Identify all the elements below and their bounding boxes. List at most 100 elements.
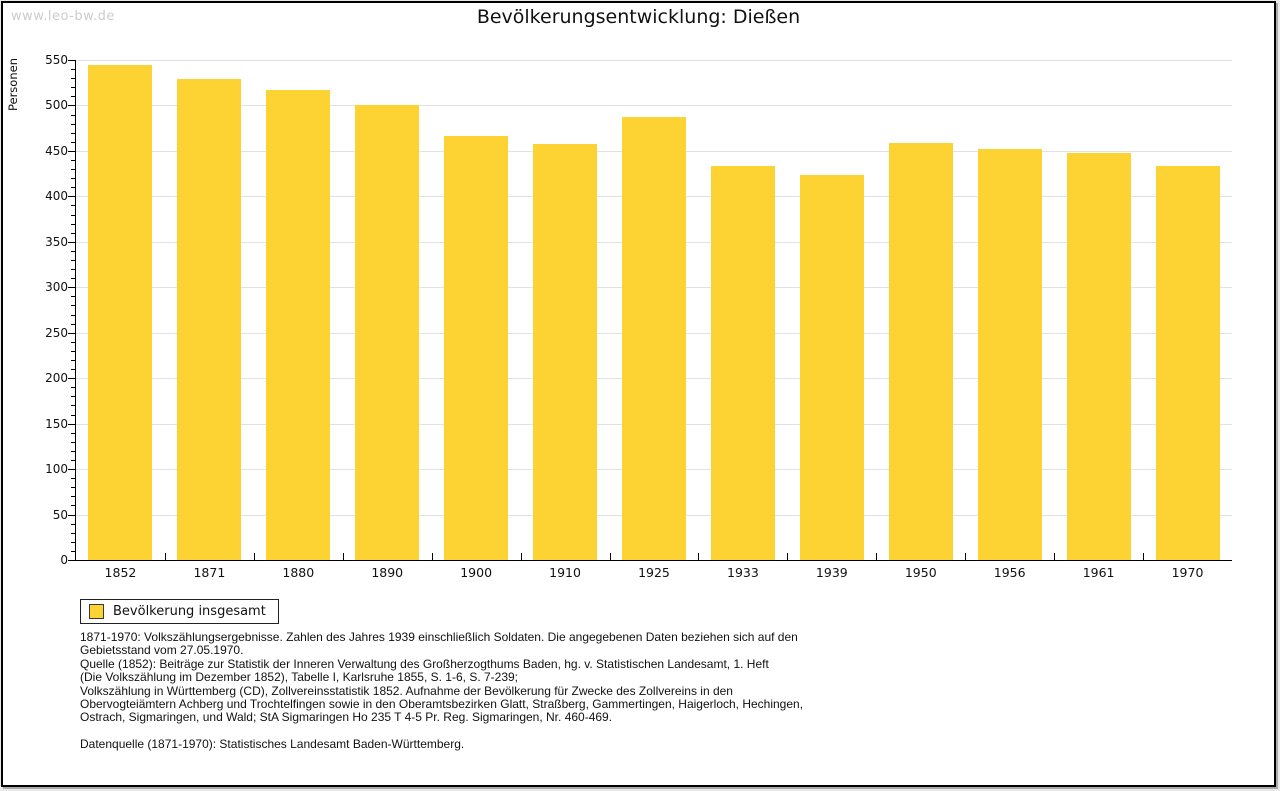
y-major-tick — [68, 150, 75, 152]
y-minor-tick — [71, 96, 75, 98]
x-boundary-tick — [876, 553, 878, 560]
y-minor-tick — [71, 323, 75, 325]
y-major-tick — [68, 423, 75, 425]
y-major-tick — [68, 105, 75, 107]
y-tick-label: 550 — [45, 53, 68, 67]
y-minor-tick — [71, 532, 75, 534]
footer-source-line: Datenquelle (1871-1970): Statistisches L… — [80, 736, 465, 751]
y-minor-tick — [71, 160, 75, 161]
plot-area: 0 50 100 150 200 250 300 350 400 450 500 550 1852 187… — [45, 53, 1232, 580]
y-minor-tick — [71, 350, 75, 352]
x-tick-label: 1890 — [371, 565, 404, 580]
y-minor-tick — [71, 441, 75, 443]
legend-swatch-icon — [89, 604, 104, 619]
x-boundary-tick — [253, 553, 255, 560]
y-minor-tick — [71, 278, 75, 280]
y-minor-tick — [71, 460, 75, 461]
y-major-tick — [68, 332, 75, 334]
y-minor-tick — [71, 414, 75, 416]
bar-1939 — [799, 174, 864, 560]
y-minor-tick — [71, 505, 75, 507]
bar-1970 — [1155, 166, 1220, 560]
y-tick-label: 350 — [45, 234, 68, 249]
y-minor-tick — [71, 123, 75, 125]
x-boundary-tick — [431, 553, 433, 560]
y-minor-tick — [71, 341, 75, 343]
y-minor-tick — [71, 487, 75, 489]
x-boundary-tick — [698, 553, 700, 560]
y-minor-tick — [71, 369, 75, 371]
bar-1933 — [710, 166, 775, 560]
y-major-tick — [68, 60, 75, 61]
y-minor-tick — [71, 541, 75, 543]
y-tick-label: 100 — [45, 462, 68, 477]
y-minor-tick — [71, 205, 75, 207]
y-minor-tick — [71, 178, 75, 180]
x-boundary-tick — [609, 553, 611, 560]
y-minor-tick — [71, 314, 75, 316]
bar-1910 — [533, 143, 598, 560]
y-tick-label: 500 — [45, 98, 68, 113]
y-minor-tick — [71, 232, 75, 234]
x-boundary-tick — [965, 553, 967, 560]
y-minor-tick — [71, 550, 75, 552]
y-tick-label: 150 — [45, 416, 68, 431]
footer-line: Ostrach, Sigmaringen, und Wald; StA Sigm… — [80, 710, 613, 725]
bar-1871 — [177, 79, 242, 560]
x-boundary-tick — [164, 553, 166, 560]
y-minor-tick — [71, 478, 75, 480]
x-boundary-tick — [787, 553, 789, 560]
x-tick-label: 1939 — [815, 565, 848, 580]
y-minor-tick — [71, 296, 75, 298]
y-major-tick — [68, 469, 75, 471]
y-tick-label: 450 — [45, 143, 68, 158]
y-minor-tick — [71, 114, 75, 116]
y-minor-tick — [71, 269, 75, 271]
bar-1852 — [88, 64, 153, 560]
y-minor-tick — [71, 396, 75, 398]
footer-line: (Die Volkszählung im Dezember 1852), Tab… — [80, 670, 519, 685]
y-minor-tick — [71, 78, 75, 80]
bar-1956 — [977, 149, 1042, 560]
y-tick-label: 200 — [45, 371, 68, 386]
footer-line: Gebietsstand vom 27.05.1970. — [80, 643, 244, 658]
y-minor-tick — [71, 223, 75, 225]
bar-1900 — [444, 136, 509, 560]
y-minor-tick — [71, 187, 75, 189]
y-minor-tick — [71, 214, 75, 216]
x-tick-label: 1871 — [193, 565, 226, 580]
footer-line: Obervogteiämtern Achberg und Trochtelfin… — [80, 697, 804, 712]
y-minor-tick — [71, 141, 75, 143]
y-minor-tick — [71, 169, 75, 171]
x-tick-label: 1970 — [1171, 565, 1204, 580]
bar-1925 — [622, 117, 686, 560]
y-minor-tick — [71, 260, 75, 261]
bar-1961 — [1066, 152, 1131, 560]
x-boundary-tick — [1143, 553, 1145, 560]
footer-notes: 1871-1970: Volkszählungsergebnisse. Zahl… — [80, 630, 804, 751]
y-minor-tick — [71, 387, 75, 389]
footer-line: Volkszählung in Württemberg (CD), Zollve… — [80, 683, 733, 698]
x-tick-label: 1925 — [638, 565, 670, 580]
y-minor-tick — [71, 523, 75, 525]
y-tick-label: 400 — [45, 189, 68, 204]
legend-label: Bevölkerung insgesamt — [113, 604, 266, 619]
x-boundary-tick — [342, 553, 344, 560]
y-gridline — [76, 105, 1232, 107]
y-major-tick — [68, 196, 75, 198]
y-minor-tick — [71, 405, 75, 407]
bar-1950 — [888, 142, 953, 560]
y-gridline — [76, 60, 1232, 61]
legend: Bevölkerung insgesamt — [80, 599, 279, 624]
y-tick-label: 50 — [52, 507, 68, 522]
x-tick-label: 1933 — [727, 565, 759, 580]
y-minor-tick — [71, 87, 75, 89]
x-tick-label: 1950 — [904, 565, 937, 580]
y-minor-tick — [71, 250, 75, 252]
bar-1880 — [266, 90, 331, 560]
y-minor-tick — [71, 305, 75, 307]
footer-line: Quelle (1852): Beiträge zur Statistik de… — [80, 656, 769, 671]
y-minor-tick — [71, 132, 75, 134]
